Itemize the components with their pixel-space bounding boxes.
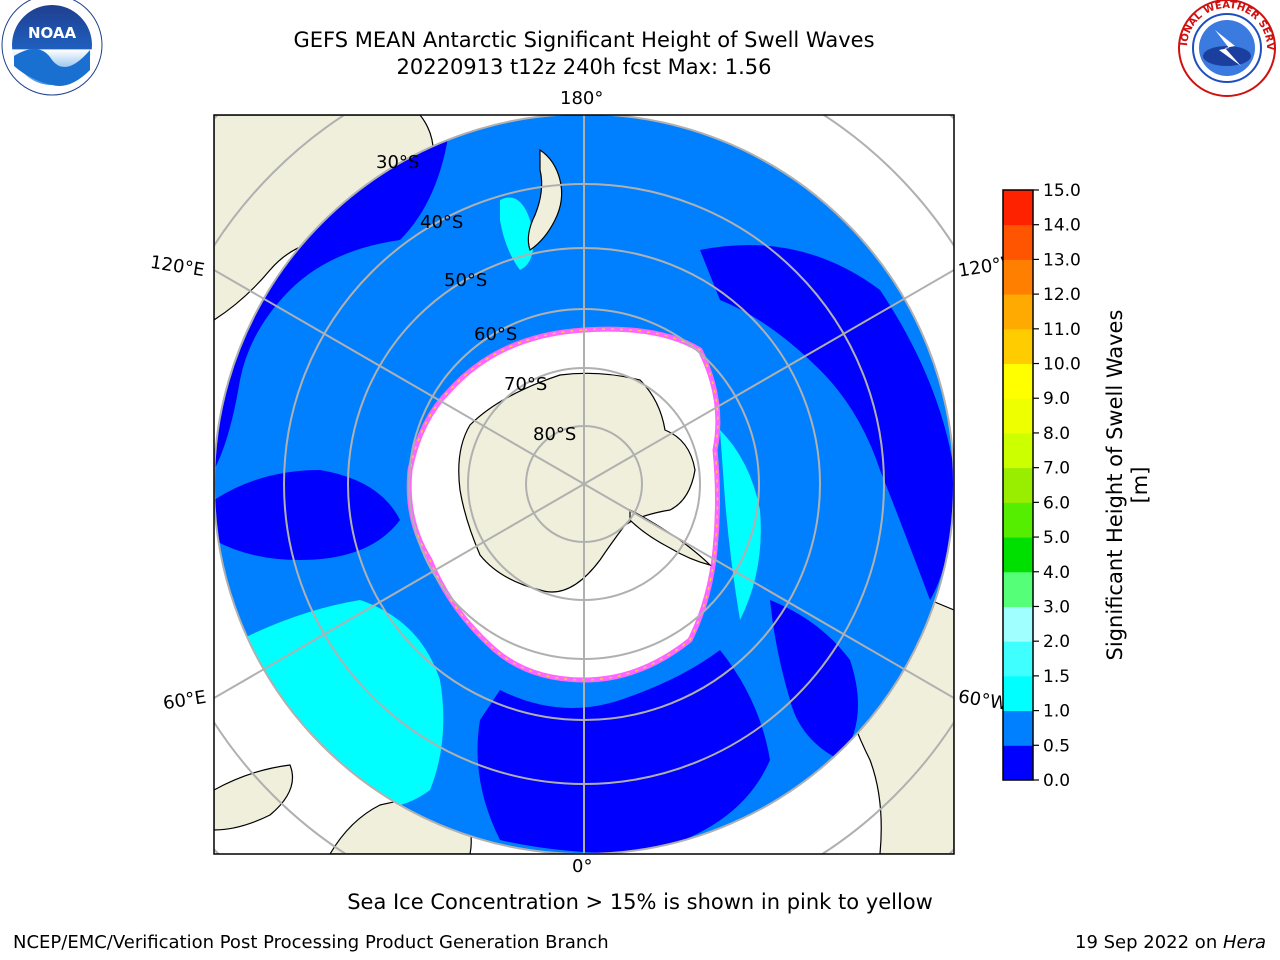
lat-label-80s: 80°S (533, 424, 577, 445)
swell-low-region-se (770, 600, 858, 760)
colorbar-segment (1003, 641, 1033, 677)
colorbar-segment (1003, 502, 1033, 538)
land-madagascar (214, 764, 294, 831)
footer-date: 19 Sep 2022 on Hera (1075, 932, 1266, 953)
colorbar-segment (1003, 606, 1033, 642)
colorbar-tick-label: 14.0 (1043, 216, 1081, 236)
colorbar-tick-label: 0.5 (1043, 736, 1070, 756)
colorbar-segment (1003, 259, 1033, 295)
map-frame (213, 114, 955, 855)
lat-label-40s: 40°S (420, 212, 464, 233)
colorbar-segment (1003, 363, 1033, 399)
swell-cyan-region-nz (500, 197, 534, 270)
colorbar-segment (1003, 675, 1033, 712)
colorbar-tick-label: 13.0 (1043, 250, 1081, 270)
colorbar-segment (1003, 190, 1033, 226)
colorbar-tick-label: 7.0 (1043, 459, 1070, 479)
colorbar-frame (1002, 189, 1034, 781)
colorbar: 0.0 0.5 1.0 1.5 2.0 3.0 4.0 5.0 6.0 7.0 8.0 9.0 10.0… (1002, 181, 1081, 791)
lon-label-top: 180° (560, 88, 604, 109)
swell-cyan-region-e (720, 430, 761, 620)
swell-low-region-ne (700, 245, 954, 600)
colorbar-tick-label: 11.0 (1043, 320, 1081, 340)
colorbar-tick-label: 3.0 (1043, 597, 1070, 617)
noaa-logo-text: NOAA (28, 24, 77, 42)
footer-date-text: 19 Sep 2022 on (1075, 932, 1223, 953)
colorbar-segment (1003, 710, 1033, 746)
colorbar-segment (1003, 745, 1033, 781)
colorbar-label: Significant Height of Swell Waves [m] (1103, 309, 1152, 661)
colorbar-tick-label: 9.0 (1043, 389, 1070, 409)
colorbar-tick-label: 1.0 (1043, 702, 1070, 722)
lat-label-50s: 50°S (444, 270, 488, 291)
footer-machine: Hera (1222, 932, 1266, 953)
colorbar-tick-label: 1.5 (1043, 667, 1070, 687)
colorbar-tick-label: 0.0 (1043, 771, 1070, 791)
lat-label-70s: 70°S (504, 374, 548, 395)
colorbar-segment (1003, 432, 1033, 469)
noaa-logo-icon: NOAA (1, 0, 103, 96)
colorbar-tick-label: 10.0 (1043, 355, 1081, 375)
nws-logo-icon: NATIONAL WEATHER SERVICE (1175, 0, 1276, 97)
colorbar-tick-label: 12.0 (1043, 285, 1081, 305)
colorbar-tick-label: 8.0 (1043, 424, 1070, 444)
lon-label-bottom: 0° (572, 856, 593, 877)
colorbar-segment (1003, 294, 1033, 330)
footer-credit: NCEP/EMC/Verification Post Processing Pr… (13, 932, 609, 953)
colorbar-tick-label: 2.0 (1043, 632, 1070, 652)
lat-label-60s: 60°S (474, 324, 518, 345)
land-new-zealand (527, 148, 563, 251)
lat-label-30s: 30°S (376, 152, 420, 173)
colorbar-segment (1003, 398, 1033, 434)
colorbar-segment (1003, 571, 1033, 607)
colorbar-tick-label: 4.0 (1043, 563, 1070, 583)
graticule (214, 115, 954, 854)
land-antarctica (458, 372, 696, 593)
colorbar-segment (1003, 467, 1033, 503)
chart-title: GEFS MEAN Antarctic Significant Height o… (293, 28, 875, 52)
colorbar-segment (1003, 537, 1033, 573)
colorbar-tick-label: 6.0 (1043, 493, 1070, 513)
colorbar-segment (1003, 224, 1033, 260)
colorbar-tick-label: 15.0 (1043, 181, 1081, 201)
colorbar-segment (1003, 328, 1033, 365)
sea-ice-note: Sea Ice Concentration > 15% is shown in … (347, 890, 933, 914)
chart-subtitle: 20220913 t12z 240h fcst Max: 1.56 (396, 55, 772, 79)
swell-low-region-s (477, 650, 770, 854)
colorbar-tick-label: 5.0 (1043, 528, 1070, 548)
